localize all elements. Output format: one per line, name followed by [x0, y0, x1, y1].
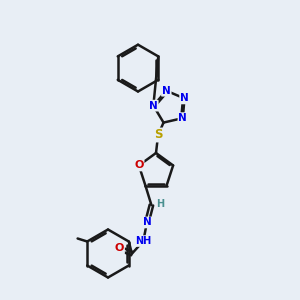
- Text: O: O: [134, 160, 144, 170]
- Text: O: O: [115, 243, 124, 253]
- Text: N: N: [149, 100, 158, 111]
- Text: H: H: [156, 199, 164, 208]
- Text: N: N: [142, 218, 151, 227]
- Text: S: S: [154, 128, 162, 142]
- Text: N: N: [162, 86, 171, 96]
- Text: N: N: [180, 93, 189, 103]
- Text: NH: NH: [135, 236, 152, 246]
- Text: N: N: [178, 113, 187, 123]
